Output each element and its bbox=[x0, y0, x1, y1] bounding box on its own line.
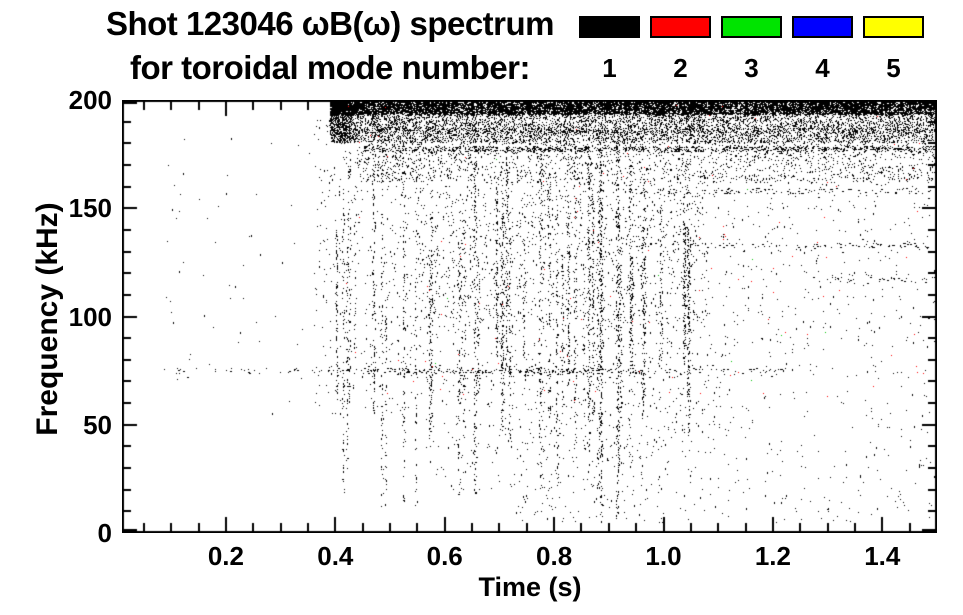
legend-item-mode-4: 4 bbox=[792, 16, 853, 84]
y-tick-label: 150 bbox=[68, 193, 112, 224]
x-tick-label: 1.4 bbox=[864, 541, 901, 571]
chart-title-block: Shot 123046 ωB(ω) spectrum for toroidal … bbox=[88, 5, 572, 87]
legend-label: 3 bbox=[744, 53, 759, 83]
x-tick-label: 1.0 bbox=[645, 541, 682, 571]
legend-item-mode-2: 2 bbox=[650, 16, 711, 84]
legend-swatch-yellow bbox=[863, 16, 924, 38]
x-tick-label: 1.2 bbox=[754, 541, 791, 571]
legend-label: 5 bbox=[886, 53, 901, 83]
legend-label: 1 bbox=[602, 53, 617, 83]
legend-label: 2 bbox=[673, 53, 688, 83]
x-tick-label: 0.4 bbox=[317, 541, 354, 571]
x-tick-label: 0.2 bbox=[207, 541, 244, 571]
legend-swatch-blue bbox=[792, 16, 853, 38]
legend-item-mode-3: 3 bbox=[721, 16, 782, 84]
legend-item-mode-1: 1 bbox=[579, 16, 640, 84]
legend-swatch-red bbox=[650, 16, 711, 38]
legend-swatch-green bbox=[721, 16, 782, 38]
spectrogram-canvas bbox=[122, 100, 937, 533]
y-tick-label: 200 bbox=[68, 85, 112, 115]
y-tick-label: 0 bbox=[97, 518, 112, 548]
chart-subtitle: for toroidal mode number: bbox=[130, 49, 531, 86]
x-tick-label: 0.8 bbox=[536, 541, 573, 571]
y-tick-label: 100 bbox=[68, 301, 112, 332]
chart-title: Shot 123046 ωB(ω) spectrum bbox=[105, 5, 555, 42]
x-axis-title: Time (s) bbox=[478, 572, 582, 602]
legend-item-mode-5: 5 bbox=[863, 16, 924, 84]
x-tick-label: 0.6 bbox=[426, 541, 463, 571]
legend-label: 4 bbox=[815, 53, 830, 83]
y-tick-label: 50 bbox=[83, 409, 112, 440]
legend-swatch-black bbox=[579, 16, 640, 38]
mode-legend: 1 2 3 4 5 bbox=[579, 16, 924, 84]
